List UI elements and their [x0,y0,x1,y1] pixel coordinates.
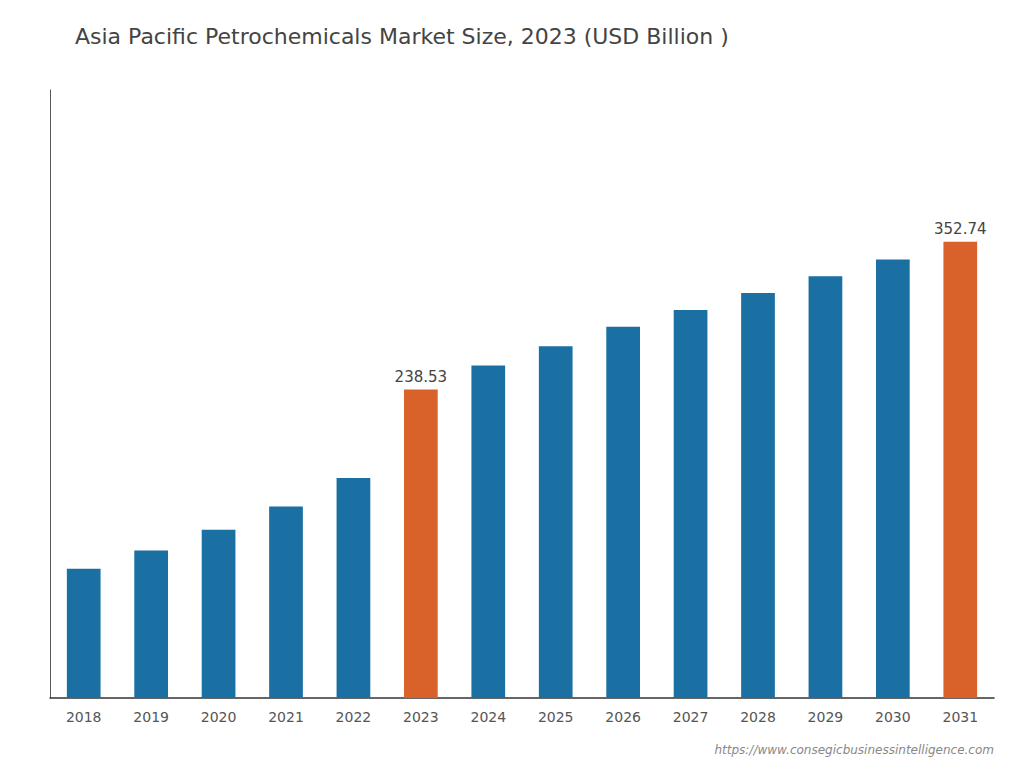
svg-text:2025: 2025 [538,709,574,725]
svg-text:2024: 2024 [470,709,506,725]
svg-text:Asia Pacific Petrochemicals Ma: Asia Pacific Petrochemicals Market Size,… [75,24,729,49]
svg-text:2030: 2030 [875,709,911,725]
svg-text:2020: 2020 [201,709,237,725]
svg-text:2023: 2023 [403,709,439,725]
svg-text:2031: 2031 [942,709,978,725]
svg-text:2028: 2028 [740,709,776,725]
svg-text:2022: 2022 [336,709,372,725]
svg-text:238.53: 238.53 [395,368,448,386]
svg-text:2018: 2018 [66,709,102,725]
svg-text:https://www.consegicbusinessin: https://www.consegicbusinessintelligence… [714,743,994,757]
svg-text:2029: 2029 [808,709,844,725]
svg-text:2027: 2027 [673,709,709,725]
svg-text:352.74: 352.74 [934,220,987,238]
svg-text:2026: 2026 [605,709,641,725]
svg-text:2019: 2019 [133,709,169,725]
svg-text:2021: 2021 [268,709,304,725]
